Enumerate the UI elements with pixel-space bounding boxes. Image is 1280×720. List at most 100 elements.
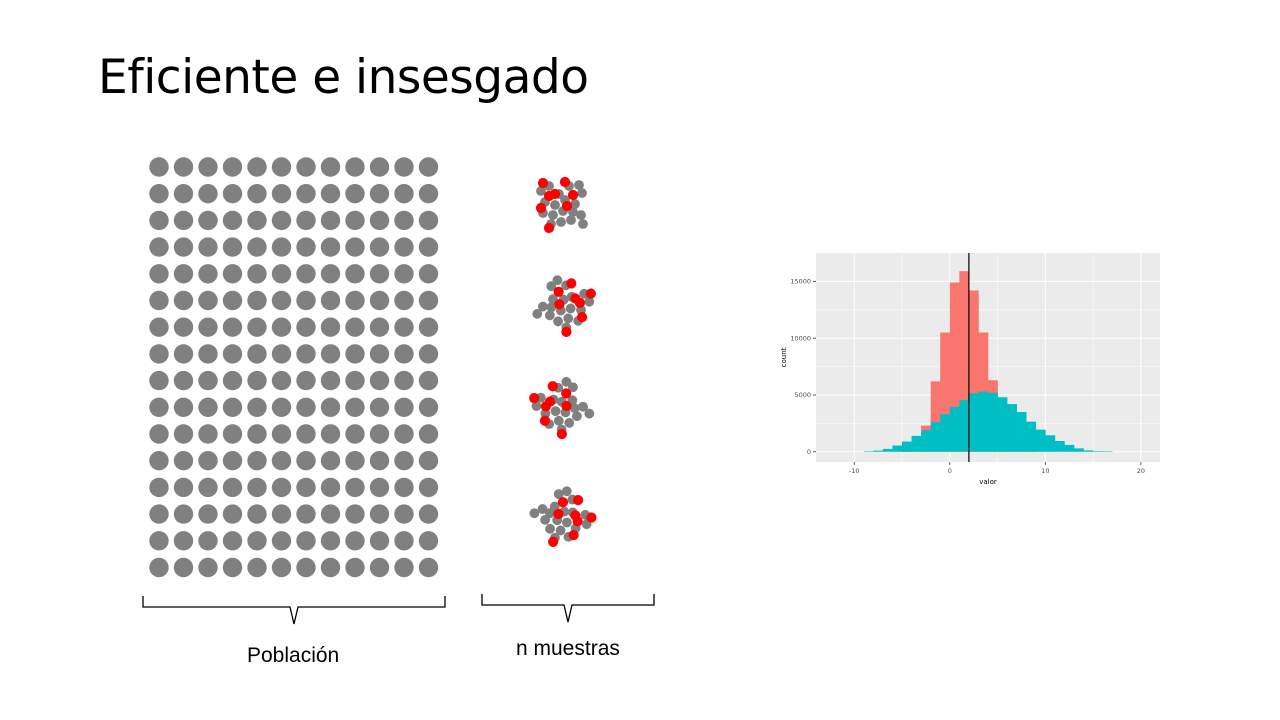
population-dot (320, 531, 341, 551)
histogram-bar (930, 422, 941, 452)
sample-highlight-dot (553, 508, 564, 520)
population-dot (149, 557, 169, 578)
population-dot (149, 237, 169, 257)
population-dot (320, 370, 341, 391)
population-dot (198, 477, 218, 498)
population-dot (369, 237, 390, 257)
population-dot (222, 477, 243, 498)
sample-highlight-dot (567, 189, 579, 201)
sample-cluster (529, 376, 595, 440)
sample-cluster (535, 176, 588, 234)
population-dot (296, 237, 316, 257)
population-dot (271, 157, 292, 177)
population-dot (369, 264, 390, 284)
population-dot (271, 477, 292, 498)
histogram-bar (882, 448, 893, 452)
population-dot (418, 184, 439, 204)
population-dot (296, 157, 316, 177)
population-dot (149, 344, 169, 364)
histogram-bar (911, 435, 922, 452)
y-tick-label: 0 (807, 448, 811, 456)
population-dot (394, 344, 414, 364)
population-dot (345, 397, 365, 417)
population-dot (271, 397, 292, 417)
sample-dot (550, 200, 560, 210)
sample-dot (569, 403, 580, 414)
population-dot (149, 531, 169, 551)
population-dot (149, 264, 169, 284)
population-dot (418, 237, 439, 257)
population-dot (222, 370, 243, 391)
sample-dot (537, 301, 548, 312)
population-dot (320, 557, 341, 578)
population-dot (320, 290, 341, 311)
sample-dot (561, 376, 572, 387)
population-dot (394, 397, 414, 417)
population-dot (418, 317, 439, 337)
population-dot (222, 317, 243, 337)
sample-dot (553, 489, 564, 499)
sample-dot (540, 408, 551, 419)
population-dot (247, 344, 267, 364)
population-dot (418, 504, 439, 524)
population-dot (418, 210, 439, 231)
sample-highlight-dot (557, 497, 569, 508)
sample-dot (565, 303, 576, 314)
population-dot (222, 424, 243, 444)
population-dot (296, 504, 316, 524)
population-dot (271, 344, 292, 364)
population-dot (418, 451, 439, 471)
sample-highlight-dot (547, 381, 558, 392)
histogram-bar (1026, 421, 1037, 452)
population-dot (369, 504, 390, 524)
population-dot (222, 210, 243, 231)
population-dot (345, 477, 365, 498)
population-dot (271, 264, 292, 284)
population-dot (173, 477, 194, 498)
sample-cluster (532, 275, 596, 337)
x-axis-label: valor (979, 478, 997, 486)
population-dot (198, 397, 218, 417)
sample-dot (550, 406, 561, 417)
population-dot (198, 317, 218, 337)
population-dot (222, 504, 243, 524)
population-dot (418, 397, 439, 417)
population-dot (345, 344, 365, 364)
sample-highlight-dot (561, 200, 573, 212)
sample-dot (564, 417, 575, 428)
population-dot (418, 157, 439, 177)
population-dot (345, 184, 365, 204)
population-dot (394, 264, 414, 284)
sample-dot (568, 382, 578, 393)
population-dot (173, 397, 194, 417)
population-dot (369, 370, 390, 391)
population-dot (296, 531, 316, 551)
population-dot (149, 504, 169, 524)
histogram-series-1 (863, 391, 1113, 453)
population-dot (222, 237, 243, 257)
population-dot (320, 237, 341, 257)
population-dot (345, 290, 365, 311)
y-tick-label: 10000 (790, 334, 811, 342)
population-dot (296, 370, 316, 391)
histogram-bar (863, 451, 874, 453)
population-dot (173, 424, 194, 444)
population-dot (369, 477, 390, 498)
population-dot (296, 424, 316, 444)
y-tick-label: 5000 (794, 391, 811, 399)
population-dot (198, 157, 218, 177)
population-dot (173, 451, 194, 471)
y-axis-label: count (780, 347, 788, 367)
sample-dot (544, 310, 555, 321)
population-dot (394, 531, 414, 551)
x-tick-label: -10 (849, 467, 860, 475)
population-dot (271, 451, 292, 471)
sample-highlight-dot (554, 299, 565, 310)
population-dot (222, 557, 243, 578)
population-dot (247, 290, 267, 311)
histogram-bar (1083, 450, 1094, 452)
population-dot (198, 237, 218, 257)
histogram-bar (968, 393, 979, 452)
sample-highlight-dot (537, 177, 549, 189)
population-dot (394, 557, 414, 578)
